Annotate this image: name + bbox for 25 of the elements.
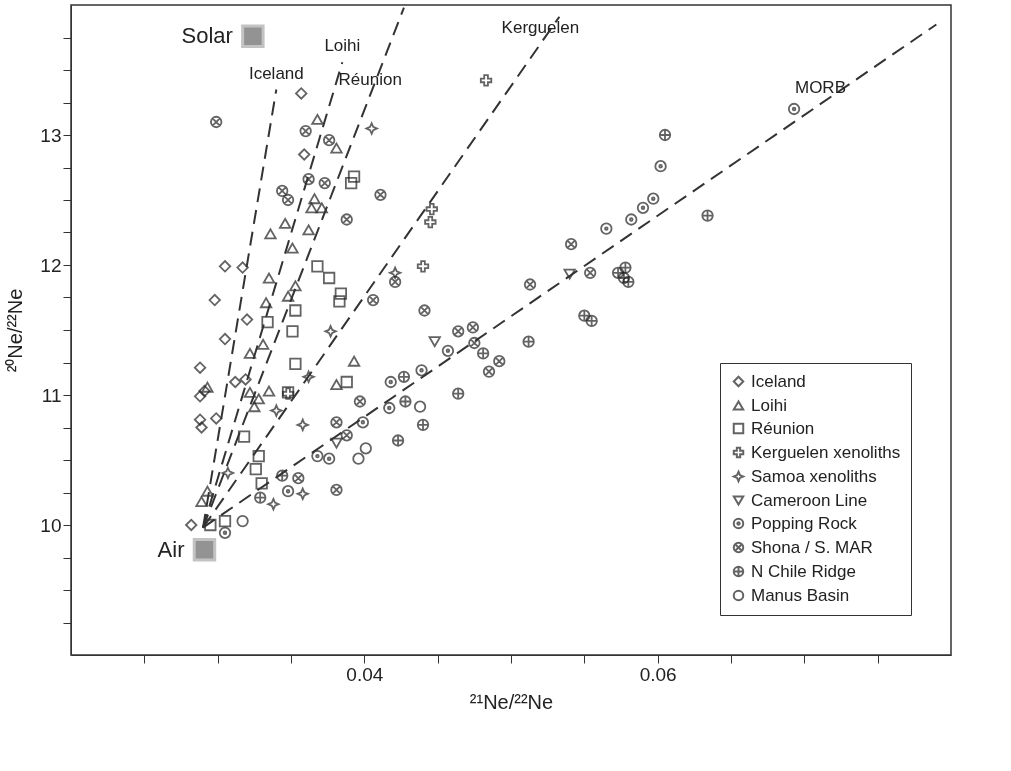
legend-label: Kerguelen xenoliths <box>751 442 901 462</box>
x-tick-label: 0.06 <box>639 663 677 685</box>
y-tick-label: 12 <box>40 254 62 276</box>
annotation: MORB <box>794 77 846 97</box>
annotation: Kerguelen <box>501 18 580 37</box>
y-tick-label: 11 <box>41 384 62 406</box>
legend-label: Loihi <box>751 395 787 415</box>
legend-label: Cameroon Line <box>751 490 868 510</box>
x-axis-title: ²¹Ne/²²Ne <box>469 690 554 713</box>
legend-label: Shona / S. MAR <box>751 537 873 557</box>
y-tick-label: 10 <box>40 514 62 536</box>
annotation: Iceland <box>248 63 304 83</box>
annotation: Loihi <box>324 36 361 56</box>
series-label: Solar <box>181 23 233 49</box>
legend-label: Samoa xenoliths <box>751 466 877 486</box>
legend-label: Iceland <box>751 371 806 391</box>
legend-label: Manus Basin <box>751 585 850 605</box>
series-label: Air <box>157 536 185 562</box>
legend-label: N Chile Ridge <box>751 561 856 581</box>
legend-label: Réunion <box>751 418 815 438</box>
x-tick-label: 0.04 <box>346 663 384 685</box>
legend-label: Popping Rock <box>751 513 858 533</box>
y-tick-label: 13 <box>40 124 62 146</box>
y-axis-title: ²⁰Ne/²²Ne <box>4 288 27 373</box>
annotation: Réunion <box>338 70 402 89</box>
